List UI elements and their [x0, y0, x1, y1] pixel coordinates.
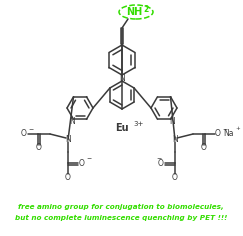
Text: +: + — [235, 126, 240, 131]
Text: O: O — [79, 160, 85, 169]
Text: N: N — [65, 135, 71, 144]
Text: O: O — [36, 143, 42, 152]
Text: Na: Na — [223, 130, 233, 139]
Text: O: O — [158, 160, 164, 169]
Text: O: O — [201, 143, 207, 152]
Text: N: N — [69, 117, 75, 126]
Text: −: − — [222, 126, 227, 131]
Text: 3+: 3+ — [133, 121, 143, 127]
Text: O: O — [172, 173, 178, 181]
Text: O: O — [21, 130, 27, 139]
Text: Eu: Eu — [115, 123, 129, 133]
Text: N: N — [119, 74, 125, 83]
Text: O: O — [65, 173, 71, 181]
Text: but no complete luminescence quenching by PET !!!: but no complete luminescence quenching b… — [15, 215, 227, 221]
Text: N: N — [169, 117, 175, 126]
Text: −: − — [28, 126, 33, 131]
Text: O: O — [215, 130, 221, 139]
Text: −: − — [86, 155, 91, 160]
Text: −: − — [156, 155, 161, 160]
Text: 2: 2 — [143, 5, 148, 14]
Text: N: N — [172, 135, 178, 144]
Text: free amino group for conjugation to biomolecules,: free amino group for conjugation to biom… — [18, 204, 224, 210]
Text: NH: NH — [126, 7, 142, 17]
